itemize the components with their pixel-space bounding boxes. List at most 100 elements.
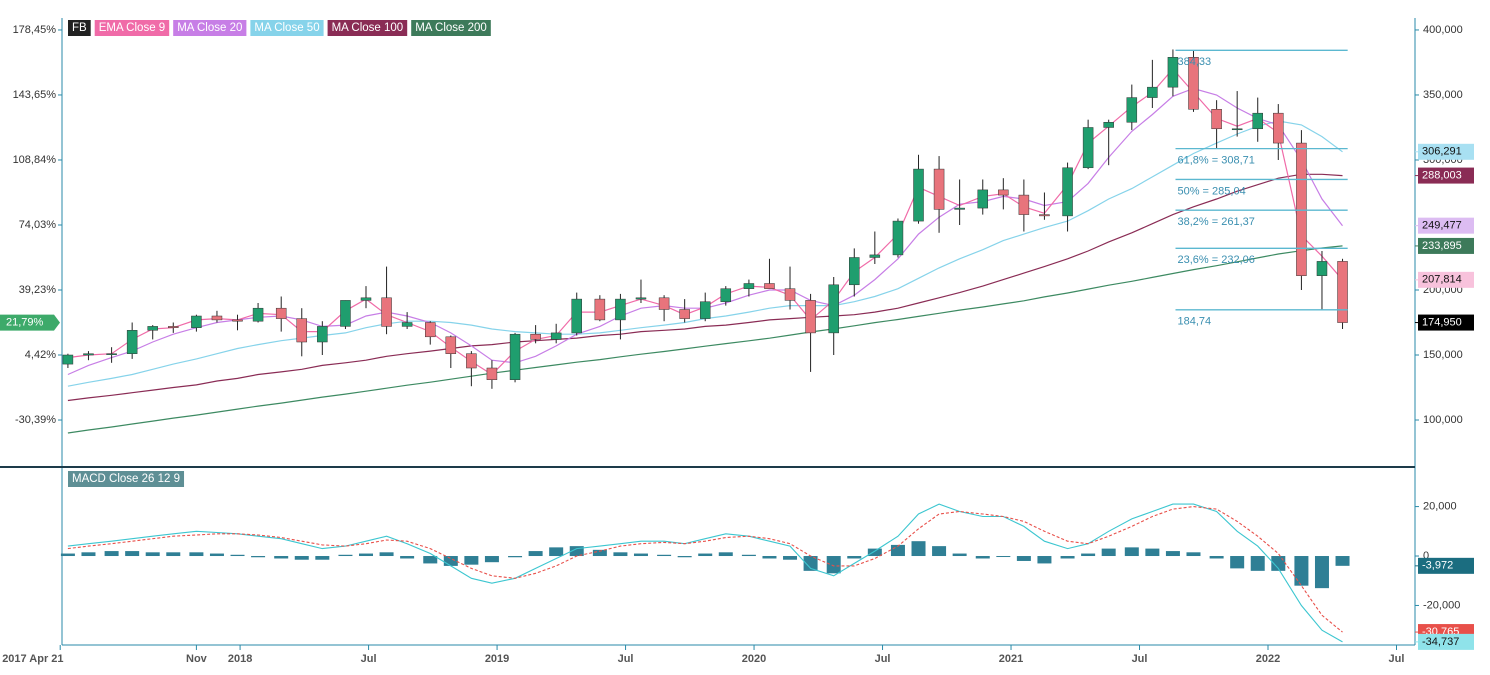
- candle-body: [699, 301, 711, 319]
- macd-histogram-bar: [975, 556, 990, 559]
- macd-histogram-bar: [379, 552, 394, 557]
- macd-histogram-bar: [741, 554, 756, 557]
- macd-histogram-bar: [508, 556, 523, 558]
- macd-histogram-bar: [633, 553, 648, 557]
- value-label-box: [1418, 633, 1474, 650]
- macd-histogram-bar: [230, 554, 245, 557]
- candle-body: [913, 168, 924, 222]
- y2-tick-label: 178,45%: [13, 24, 57, 36]
- legend-label: MA Close 200: [415, 22, 487, 34]
- macd-histogram-bar: [104, 551, 119, 557]
- macd-histogram-bar: [423, 556, 438, 564]
- x-tick-label: Jul: [1132, 653, 1148, 665]
- macd-histogram-bar: [528, 551, 543, 557]
- candle-body: [445, 336, 457, 354]
- macd-histogram-bar: [484, 556, 499, 563]
- macd-histogram-bar: [145, 552, 160, 557]
- fib-label: 38,2% = 261,37: [1177, 216, 1254, 228]
- macd-histogram-bar: [762, 556, 777, 559]
- macd-histogram-bar: [443, 556, 458, 566]
- candle-body: [1316, 261, 1328, 276]
- candle-body: [381, 297, 392, 327]
- macd-y-tick-label: 20,000: [1423, 500, 1457, 512]
- legend-label: MA Close 50: [254, 22, 319, 34]
- macd-histogram-bar: [952, 553, 967, 557]
- candle-body: [168, 326, 179, 328]
- macd-histogram-bar: [1101, 548, 1116, 557]
- candle-body: [232, 319, 243, 322]
- legend-label: MA Close 20: [177, 22, 242, 34]
- candle-body: [530, 333, 541, 340]
- candle-body: [764, 283, 775, 289]
- candle-body: [784, 288, 796, 301]
- ma-line: [67, 245, 1343, 434]
- legend-label: FB: [72, 22, 87, 34]
- legend-item: [94, 20, 170, 36]
- candle-body: [62, 354, 74, 365]
- candle-body: [1231, 128, 1243, 131]
- value-label: 288,003: [1422, 169, 1462, 181]
- macd-histogram-bar: [359, 553, 374, 557]
- candle-body: [1147, 86, 1158, 98]
- candle-body: [1273, 112, 1284, 144]
- candle-body: [106, 353, 117, 355]
- y2-tick-label: 74,03%: [19, 219, 57, 231]
- macd-histogram-bar: [1016, 556, 1031, 561]
- macd-histogram-bar: [996, 556, 1011, 558]
- legend-label: MA Close 100: [332, 22, 404, 34]
- candle-body: [571, 298, 582, 334]
- y2-tick-label: 39,23%: [19, 284, 57, 296]
- macd-histogram-bar: [698, 553, 713, 557]
- macd-histogram-bar: [125, 551, 140, 557]
- macd-histogram-bar: [1230, 556, 1245, 569]
- macd-title-box: [68, 471, 185, 487]
- value-label: 233,895: [1422, 240, 1462, 252]
- macd-histogram-bar: [613, 552, 628, 557]
- candle-body: [933, 168, 945, 210]
- value-label-box: [1418, 217, 1474, 234]
- macd-histogram-bar: [338, 554, 353, 557]
- candle-body: [360, 297, 372, 301]
- candle-body: [486, 367, 498, 380]
- x-tick-label: 2019: [485, 653, 509, 665]
- fib-label: 50% = 285,04: [1177, 185, 1245, 197]
- macd-y-tick-label: -20,000: [1423, 599, 1460, 611]
- candle-body: [998, 189, 1009, 196]
- candle-body: [1062, 167, 1073, 217]
- fib-label: 61,8% = 308,71: [1177, 155, 1254, 167]
- y2-tick-label: -30,39%: [15, 414, 56, 426]
- candle-body: [635, 297, 647, 300]
- candle-body: [720, 288, 732, 302]
- y2-tick-label: 143,65%: [13, 89, 57, 101]
- x-tick-label: 2020: [742, 653, 766, 665]
- pct-marker: [0, 314, 60, 331]
- candle-body: [679, 309, 690, 319]
- value-label: 249,477: [1422, 220, 1462, 232]
- y2-tick-label: 4,42%: [25, 349, 56, 361]
- candle-body: [83, 353, 94, 356]
- x-tick-label: Jul: [361, 653, 377, 665]
- candle-body: [954, 207, 965, 210]
- y-tick-label: 400,000: [1423, 24, 1463, 36]
- candle-body: [1167, 57, 1179, 88]
- candle-body: [658, 297, 670, 310]
- macd-histogram-bar: [826, 556, 841, 574]
- macd-histogram-bar: [1037, 556, 1052, 564]
- macd-title: MACD Close 26 12 9: [72, 473, 180, 485]
- macd-histogram-bar: [932, 546, 947, 557]
- fib-label: 384,33: [1177, 56, 1211, 68]
- value-label-box: [1418, 271, 1474, 288]
- candle-body: [317, 326, 328, 343]
- macd-histogram-bar: [803, 556, 818, 571]
- candle-body: [594, 298, 606, 321]
- value-label: 306,291: [1422, 146, 1462, 158]
- candle-body: [147, 326, 158, 331]
- macd-histogram-bar: [657, 554, 672, 557]
- macd-histogram-bar: [315, 556, 330, 560]
- candle-body: [211, 315, 223, 321]
- macd-histogram-bar: [1335, 556, 1350, 566]
- macd-histogram-bar: [911, 541, 926, 557]
- candle-body: [1337, 261, 1348, 323]
- x-tick-label: Nov: [186, 653, 208, 665]
